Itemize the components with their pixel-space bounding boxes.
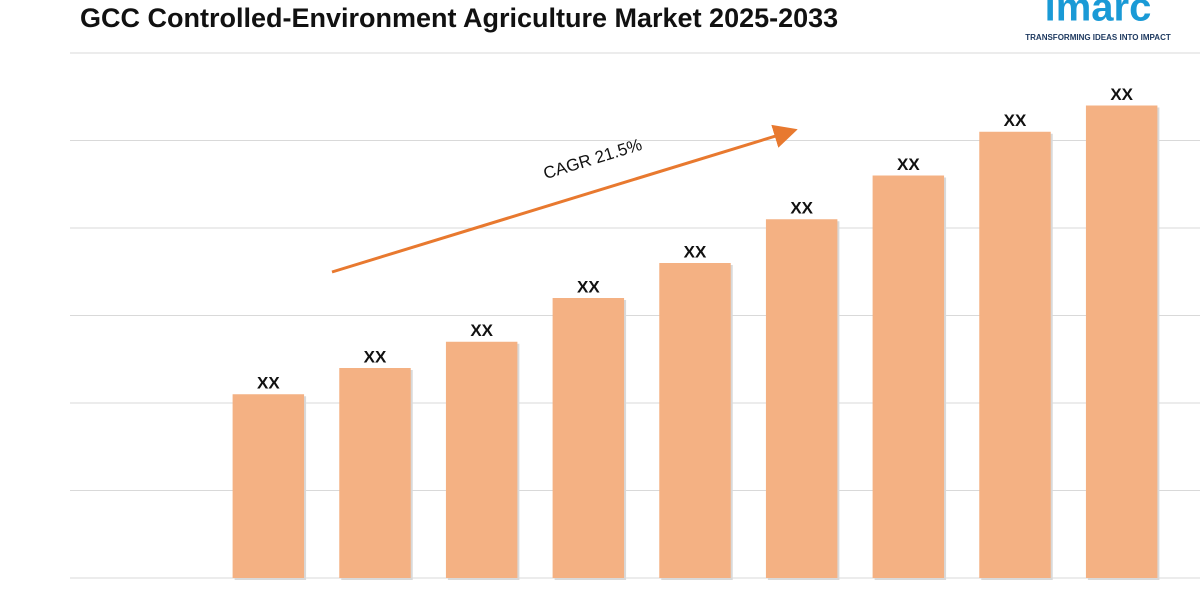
plot: XX XX XX XX XX XX XX XX XX CAGR 21.5% — [70, 52, 1200, 580]
bar — [979, 131, 1051, 578]
cagr-label: CAGR 21.5% — [541, 135, 644, 183]
value-label: XX — [1004, 111, 1027, 130]
value-label: XX — [897, 155, 920, 174]
value-label: XX — [684, 242, 707, 261]
logo-tagline: TRANSFORMING IDEAS INTO IMPACT — [1025, 33, 1171, 42]
bar — [552, 298, 625, 578]
value-label: XX — [470, 321, 493, 340]
bar — [765, 219, 838, 578]
value-label: XX — [790, 199, 813, 218]
bar — [339, 368, 411, 578]
bar — [232, 394, 305, 578]
value-label: XX — [257, 374, 280, 393]
value-label: XX — [364, 347, 387, 366]
chart-title: GCC Controlled-Environment Agriculture M… — [80, 3, 838, 33]
bar — [1085, 105, 1158, 578]
cagr-arrow — [331, 124, 798, 274]
value-label: XX — [577, 277, 600, 296]
bar — [445, 341, 518, 578]
bar — [659, 263, 731, 578]
bar — [872, 175, 945, 578]
value-label: XX — [1110, 85, 1133, 104]
logo-name: imarc — [1045, 0, 1152, 30]
